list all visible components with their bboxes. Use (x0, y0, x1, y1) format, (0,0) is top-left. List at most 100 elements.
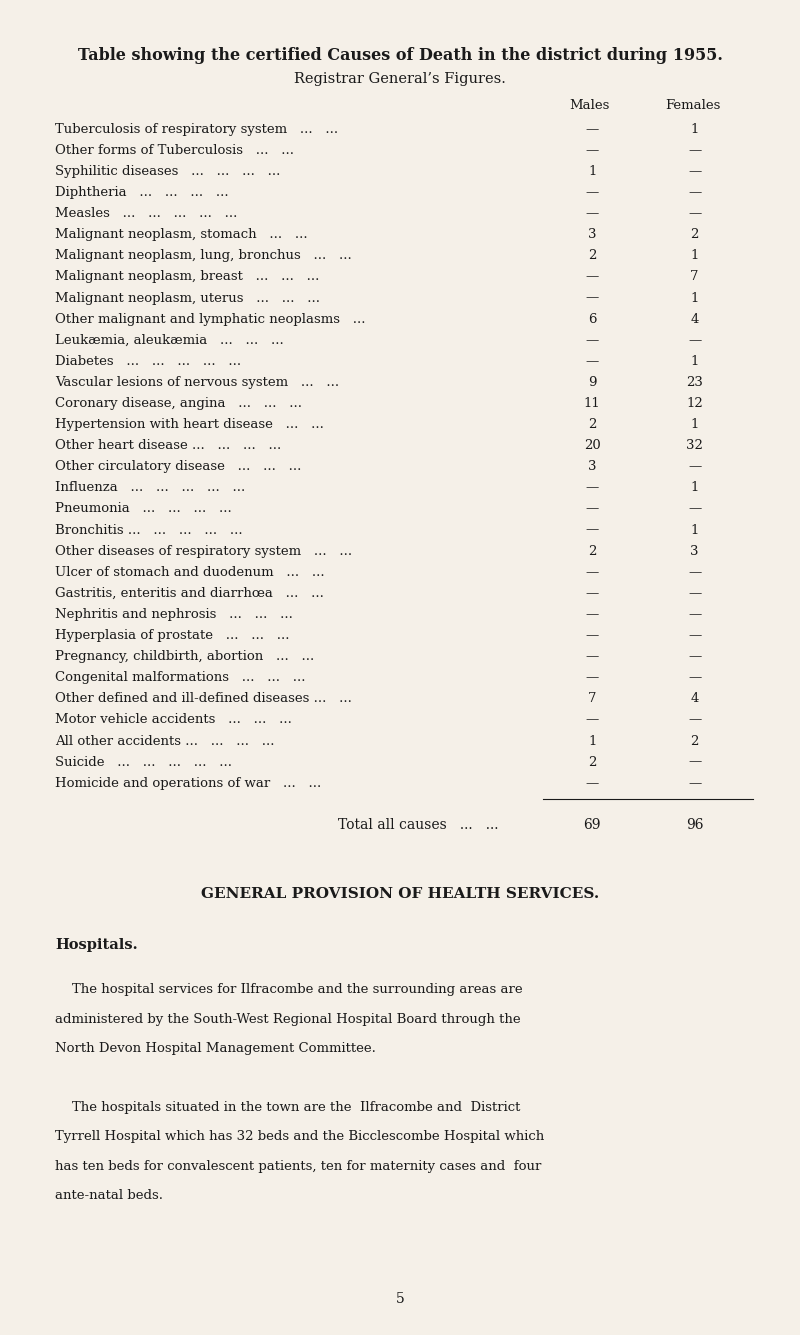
Text: Diphtheria   ...   ...   ...   ...: Diphtheria ... ... ... ... (55, 186, 229, 199)
Text: Coronary disease, angina   ...   ...   ...: Coronary disease, angina ... ... ... (55, 396, 302, 410)
Text: 2: 2 (588, 418, 597, 431)
Text: —: — (586, 355, 599, 368)
Text: ante-natal beds.: ante-natal beds. (55, 1189, 163, 1202)
Text: 7: 7 (690, 271, 698, 283)
Text: Total all causes   ...   ...: Total all causes ... ... (338, 818, 498, 832)
Text: Leukæmia, aleukæmia   ...   ...   ...: Leukæmia, aleukæmia ... ... ... (55, 334, 284, 347)
Text: Malignant neoplasm, breast   ...   ...   ...: Malignant neoplasm, breast ... ... ... (55, 271, 319, 283)
Text: administered by the South-West Regional Hospital Board through the: administered by the South-West Regional … (55, 1013, 521, 1025)
Text: Diabetes   ...   ...   ...   ...   ...: Diabetes ... ... ... ... ... (55, 355, 241, 368)
Text: —: — (688, 566, 701, 579)
Text: —: — (586, 334, 599, 347)
Text: Other diseases of respiratory system   ...   ...: Other diseases of respiratory system ...… (55, 545, 352, 558)
Text: Bronchitis ...   ...   ...   ...   ...: Bronchitis ... ... ... ... ... (55, 523, 242, 537)
Text: —: — (688, 461, 701, 474)
Text: —: — (586, 207, 599, 220)
Text: —: — (688, 672, 701, 685)
Text: Tuberculosis of respiratory system   ...   ...: Tuberculosis of respiratory system ... .… (55, 123, 338, 136)
Text: —: — (586, 144, 599, 158)
Text: 96: 96 (686, 818, 703, 832)
Text: —: — (586, 777, 599, 790)
Text: 23: 23 (686, 376, 703, 388)
Text: Influenza   ...   ...   ...   ...   ...: Influenza ... ... ... ... ... (55, 482, 246, 494)
Text: Hospitals.: Hospitals. (55, 939, 138, 952)
Text: 4: 4 (690, 312, 698, 326)
Text: Measles   ...   ...   ...   ...   ...: Measles ... ... ... ... ... (55, 207, 238, 220)
Text: Suicide   ...   ...   ...   ...   ...: Suicide ... ... ... ... ... (55, 756, 232, 769)
Text: Other circulatory disease   ...   ...   ...: Other circulatory disease ... ... ... (55, 461, 302, 474)
Text: The hospitals situated in the town are the  Ilfracombe and  District: The hospitals situated in the town are t… (55, 1101, 521, 1113)
Text: —: — (688, 607, 701, 621)
Text: 5: 5 (396, 1292, 404, 1306)
Text: Homicide and operations of war   ...   ...: Homicide and operations of war ... ... (55, 777, 322, 790)
Text: —: — (688, 207, 701, 220)
Text: 2: 2 (690, 734, 698, 748)
Text: Table showing the certified Causes of Death in the district during 1955.: Table showing the certified Causes of De… (78, 47, 722, 64)
Text: 20: 20 (584, 439, 601, 453)
Text: All other accidents ...   ...   ...   ...: All other accidents ... ... ... ... (55, 734, 274, 748)
Text: 32: 32 (686, 439, 703, 453)
Text: Registrar General’s Figures.: Registrar General’s Figures. (294, 72, 506, 85)
Text: 1: 1 (690, 523, 698, 537)
Text: Other heart disease ...   ...   ...   ...: Other heart disease ... ... ... ... (55, 439, 282, 453)
Text: —: — (586, 482, 599, 494)
Text: North Devon Hospital Management Committee.: North Devon Hospital Management Committe… (55, 1043, 376, 1055)
Text: Pregnancy, childbirth, abortion   ...   ...: Pregnancy, childbirth, abortion ... ... (55, 650, 314, 663)
Text: 2: 2 (588, 250, 597, 263)
Text: Females: Females (666, 99, 721, 112)
Text: 1: 1 (690, 418, 698, 431)
Text: —: — (586, 629, 599, 642)
Text: Ulcer of stomach and duodenum   ...   ...: Ulcer of stomach and duodenum ... ... (55, 566, 325, 579)
Text: Hyperplasia of prostate   ...   ...   ...: Hyperplasia of prostate ... ... ... (55, 629, 290, 642)
Text: 7: 7 (588, 693, 597, 705)
Text: —: — (688, 144, 701, 158)
Text: —: — (688, 166, 701, 178)
Text: Congenital malformations   ...   ...   ...: Congenital malformations ... ... ... (55, 672, 306, 685)
Text: The hospital services for Ilfracombe and the surrounding areas are: The hospital services for Ilfracombe and… (55, 984, 522, 996)
Text: 1: 1 (690, 482, 698, 494)
Text: 1: 1 (690, 250, 698, 263)
Text: 1: 1 (588, 166, 597, 178)
Text: —: — (688, 186, 701, 199)
Text: Gastritis, enteritis and diarrhœa   ...   ...: Gastritis, enteritis and diarrhœa ... ..… (55, 587, 324, 599)
Text: 1: 1 (690, 123, 698, 136)
Text: —: — (586, 291, 599, 304)
Text: 1: 1 (690, 355, 698, 368)
Text: Nephritis and nephrosis   ...   ...   ...: Nephritis and nephrosis ... ... ... (55, 607, 293, 621)
Text: Other malignant and lymphatic neoplasms   ...: Other malignant and lymphatic neoplasms … (55, 312, 366, 326)
Text: —: — (688, 650, 701, 663)
Text: 2: 2 (690, 228, 698, 242)
Text: Other forms of Tuberculosis   ...   ...: Other forms of Tuberculosis ... ... (55, 144, 294, 158)
Text: Syphilitic diseases   ...   ...   ...   ...: Syphilitic diseases ... ... ... ... (55, 166, 281, 178)
Text: has ten beds for convalescent patients, ten for maternity cases and  four: has ten beds for convalescent patients, … (55, 1160, 542, 1172)
Text: —: — (688, 334, 701, 347)
Text: Vascular lesions of nervous system   ...   ...: Vascular lesions of nervous system ... .… (55, 376, 339, 388)
Text: —: — (586, 523, 599, 537)
Text: 3: 3 (588, 228, 597, 242)
Text: —: — (688, 587, 701, 599)
Text: 2: 2 (588, 756, 597, 769)
Text: —: — (586, 607, 599, 621)
Text: Malignant neoplasm, uterus   ...   ...   ...: Malignant neoplasm, uterus ... ... ... (55, 291, 320, 304)
Text: —: — (688, 777, 701, 790)
Text: 9: 9 (588, 376, 597, 388)
Text: —: — (688, 629, 701, 642)
Text: —: — (688, 713, 701, 726)
Text: —: — (586, 587, 599, 599)
Text: —: — (586, 502, 599, 515)
Text: Males: Males (570, 99, 610, 112)
Text: Hypertension with heart disease   ...   ...: Hypertension with heart disease ... ... (55, 418, 324, 431)
Text: 2: 2 (588, 545, 597, 558)
Text: 4: 4 (690, 693, 698, 705)
Text: —: — (586, 650, 599, 663)
Text: Pneumonia   ...   ...   ...   ...: Pneumonia ... ... ... ... (55, 502, 232, 515)
Text: —: — (688, 756, 701, 769)
Text: 12: 12 (686, 396, 703, 410)
Text: —: — (586, 123, 599, 136)
Text: —: — (688, 502, 701, 515)
Text: Tyrrell Hospital which has 32 beds and the Bicclescombe Hospital which: Tyrrell Hospital which has 32 beds and t… (55, 1131, 544, 1143)
Text: —: — (586, 186, 599, 199)
Text: 6: 6 (588, 312, 597, 326)
Text: 1: 1 (690, 291, 698, 304)
Text: GENERAL PROVISION OF HEALTH SERVICES.: GENERAL PROVISION OF HEALTH SERVICES. (201, 888, 599, 901)
